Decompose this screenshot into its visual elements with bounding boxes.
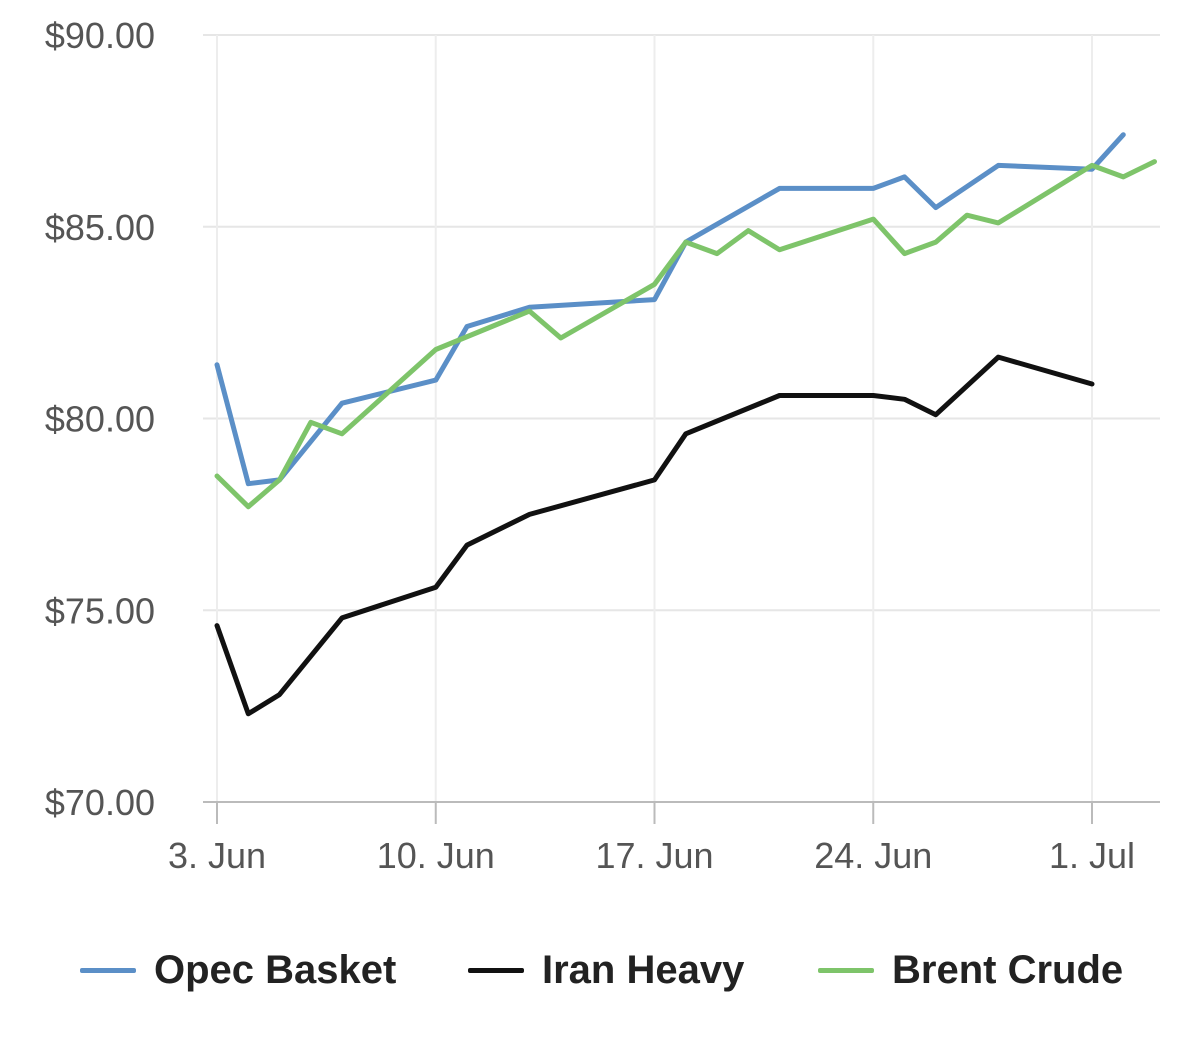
data-point-opec-basket (902, 174, 908, 180)
legend: Opec Basket Iran Heavy Brent Crude (0, 930, 1200, 1010)
data-point-brent-crude (527, 308, 533, 314)
y-tick-label: $80.00 (45, 399, 155, 440)
data-point-brent-crude (683, 239, 689, 245)
data-point-opec-basket (652, 297, 658, 303)
data-point-brent-crude (1152, 159, 1158, 165)
data-point-iran-heavy (995, 354, 1001, 360)
data-point-brent-crude (245, 504, 251, 510)
legend-label-brent-crude: Brent Crude (892, 947, 1124, 992)
data-point-iran-heavy (214, 623, 220, 629)
x-tick-label: 1. Jul (1049, 835, 1135, 876)
line-chart: $70.00 $75.00 $80.00 $85.00 $90.00 3. Jun 10. … (45, 15, 1160, 876)
legend-label-iran-heavy: Iran Heavy (542, 947, 745, 992)
data-point-opec-basket (933, 205, 939, 211)
data-point-opec-basket (777, 185, 783, 191)
data-point-brent-crude (933, 239, 939, 245)
data-point-iran-heavy (652, 477, 658, 483)
data-point-brent-crude (277, 477, 283, 483)
data-point-brent-crude (870, 216, 876, 222)
y-tick-label: $75.00 (45, 590, 155, 631)
data-point-iran-heavy (245, 711, 251, 717)
data-point-opec-basket (214, 362, 220, 368)
data-point-iran-heavy (870, 392, 876, 398)
legend-item-iran-heavy[interactable]: Iran Heavy (468, 930, 744, 1010)
grid (203, 34, 1160, 802)
series-line-brent-crude (214, 159, 1157, 510)
data-point-iran-heavy (464, 542, 470, 548)
data-point-iran-heavy (933, 412, 939, 418)
series-line-iran-heavy (214, 354, 1095, 717)
data-point-brent-crude (1089, 162, 1095, 168)
data-point-iran-heavy (683, 431, 689, 437)
data-point-brent-crude (433, 346, 439, 352)
data-point-iran-heavy (339, 615, 345, 621)
data-point-iran-heavy (433, 584, 439, 590)
data-point-brent-crude (214, 473, 220, 479)
legend-swatch-opec-basket (80, 967, 136, 973)
data-point-iran-heavy (527, 511, 533, 517)
legend-label-opec-basket: Opec Basket (154, 947, 397, 992)
series-line-opec-basket (214, 132, 1126, 487)
data-point-brent-crude (777, 247, 783, 253)
legend-item-brent-crude[interactable]: Brent Crude (818, 930, 1123, 1010)
y-tick-label: $85.00 (45, 207, 155, 248)
data-point-brent-crude (745, 228, 751, 234)
data-point-brent-crude (339, 431, 345, 437)
data-point-brent-crude (558, 335, 564, 341)
data-point-brent-crude (714, 251, 720, 257)
data-point-iran-heavy (777, 392, 783, 398)
data-point-iran-heavy (902, 396, 908, 402)
x-tick-label: 17. Jun (595, 835, 713, 876)
x-tick-label: 10. Jun (377, 835, 495, 876)
data-point-iran-heavy (1089, 381, 1095, 387)
x-tick-label: 3. Jun (168, 835, 266, 876)
axes: $70.00 $75.00 $80.00 $85.00 $90.00 3. Jun 10. … (45, 15, 1160, 876)
data-point-iran-heavy (277, 692, 283, 698)
legend-swatch-iran-heavy (468, 967, 524, 973)
data-point-brent-crude (902, 251, 908, 257)
data-point-opec-basket (1120, 132, 1126, 138)
x-tick-label: 24. Jun (814, 835, 932, 876)
data-point-opec-basket (433, 377, 439, 383)
data-point-opec-basket (995, 162, 1001, 168)
data-point-brent-crude (652, 281, 658, 287)
data-point-opec-basket (245, 481, 251, 487)
legend-item-opec-basket[interactable]: Opec Basket (80, 930, 396, 1010)
data-point-brent-crude (308, 419, 314, 425)
data-point-opec-basket (339, 400, 345, 406)
data-point-brent-crude (995, 220, 1001, 226)
data-point-brent-crude (964, 212, 970, 218)
y-tick-label: $90.00 (45, 15, 155, 56)
data-point-opec-basket (464, 323, 470, 329)
series-lines (214, 132, 1158, 717)
data-point-brent-crude (1120, 174, 1126, 180)
y-tick-label: $70.00 (45, 782, 155, 823)
data-point-opec-basket (870, 185, 876, 191)
legend-swatch-brent-crude (818, 967, 874, 973)
